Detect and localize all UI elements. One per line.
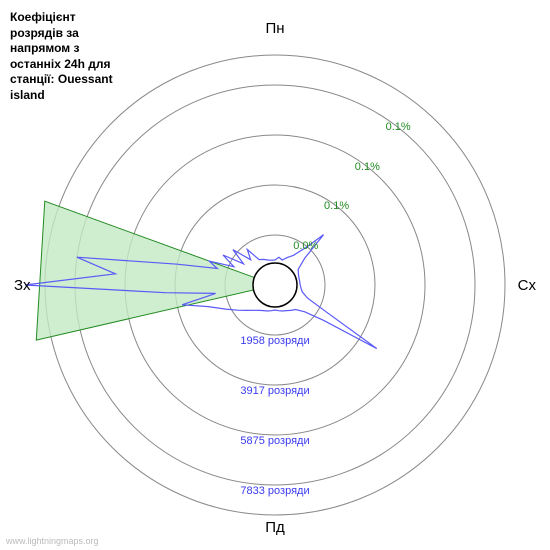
polar-chart <box>0 0 550 550</box>
ring-label-green: 0.1% <box>355 161 380 173</box>
cardinal-e: Сх <box>518 277 536 294</box>
ring-label-green: 0.0% <box>293 240 318 252</box>
ring-label-green: 0.1% <box>386 121 411 133</box>
ring-label-blue: 5875 розряди <box>240 435 309 447</box>
cardinal-w: Зх <box>14 277 31 294</box>
cardinal-s: Пд <box>265 519 285 536</box>
footer-credit: www.lightningmaps.org <box>6 536 99 546</box>
ring-label-blue: 7833 розряди <box>240 485 309 497</box>
cardinal-n: Пн <box>265 20 284 37</box>
ring-label-blue: 3917 розряди <box>240 385 309 397</box>
ring-label-green: 0.1% <box>324 200 349 212</box>
ring-label-blue: 1958 розряди <box>240 335 309 347</box>
